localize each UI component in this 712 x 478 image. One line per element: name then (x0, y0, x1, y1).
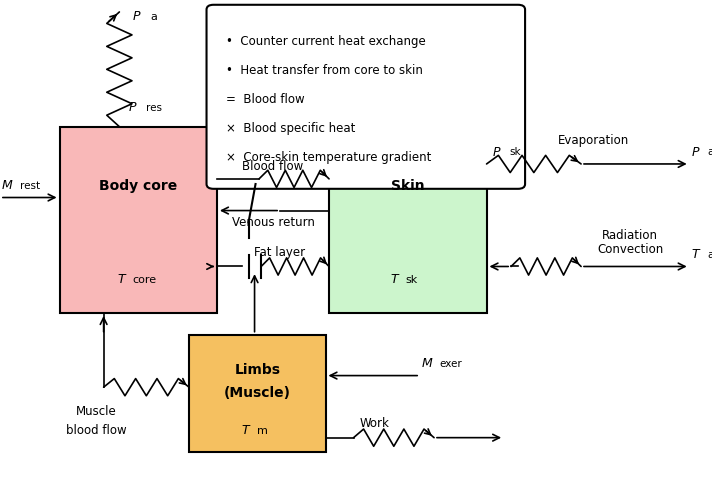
Text: ×  Core-skin temperature gradient: × Core-skin temperature gradient (226, 151, 431, 164)
Text: •  Heat transfer from core to skin: • Heat transfer from core to skin (226, 64, 423, 76)
FancyBboxPatch shape (329, 127, 486, 313)
Text: Limbs: Limbs (234, 363, 281, 377)
Text: Evaporation: Evaporation (557, 133, 629, 147)
Text: Skin: Skin (391, 179, 424, 193)
Text: a: a (707, 147, 712, 157)
Text: sk: sk (509, 147, 520, 157)
Text: Muscle: Muscle (76, 404, 117, 418)
Text: $T$: $T$ (390, 273, 401, 286)
Text: Fat layer: Fat layer (254, 246, 305, 259)
Text: Venous return: Venous return (231, 216, 315, 229)
Text: $M$: $M$ (1, 179, 14, 192)
Text: Blood flow: Blood flow (242, 161, 303, 174)
Text: blood flow: blood flow (66, 424, 127, 437)
Text: sk: sk (406, 274, 418, 284)
Text: $M$: $M$ (422, 357, 434, 370)
FancyBboxPatch shape (60, 127, 217, 313)
Text: =  Blood flow: = Blood flow (226, 93, 305, 106)
Text: Radiation: Radiation (602, 229, 658, 242)
Text: $P$: $P$ (492, 145, 502, 159)
Text: rest: rest (20, 181, 40, 191)
Text: $T$: $T$ (117, 273, 127, 286)
Text: $P$: $P$ (128, 101, 138, 114)
Text: exer: exer (440, 358, 462, 369)
Text: a: a (707, 250, 712, 260)
Text: m: m (256, 425, 268, 435)
FancyBboxPatch shape (189, 335, 325, 452)
Text: $P$: $P$ (132, 10, 142, 23)
Text: $T$: $T$ (241, 424, 251, 437)
Text: core: core (132, 274, 157, 284)
Text: (Muscle): (Muscle) (224, 386, 290, 400)
Text: Body core: Body core (99, 179, 177, 193)
Text: Convection: Convection (597, 243, 663, 256)
Text: a: a (151, 12, 158, 22)
Text: ×  Blood specific heat: × Blood specific heat (226, 122, 355, 135)
Text: Work: Work (360, 417, 389, 430)
Text: res: res (146, 103, 162, 112)
Text: $T$: $T$ (691, 248, 701, 261)
FancyBboxPatch shape (206, 5, 525, 189)
Text: •  Counter current heat exchange: • Counter current heat exchange (226, 34, 426, 47)
Text: $P$: $P$ (691, 145, 701, 159)
